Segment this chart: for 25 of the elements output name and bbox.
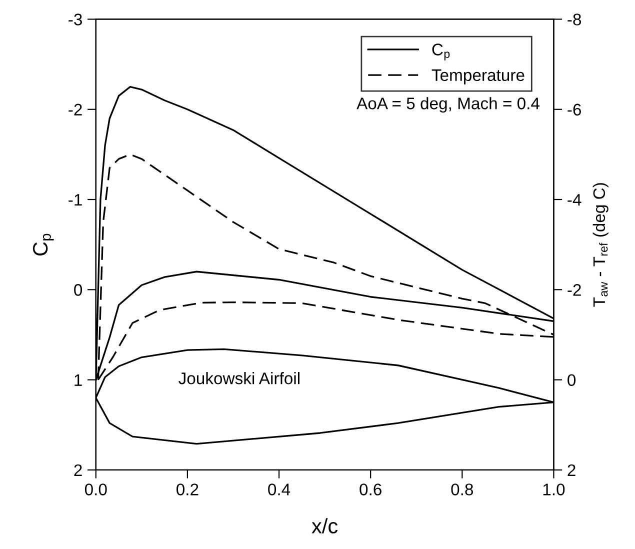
x-tick-label: 0.4 (268, 484, 290, 496)
y2-tick-label: 0 (568, 374, 576, 386)
x-tick-label: 1.0 (543, 484, 565, 496)
annotation: AoA = 5 deg, Mach = 0.4 (356, 97, 540, 113)
y-tick-label: -2 (68, 104, 82, 116)
y2-tick-label: -4 (568, 194, 582, 206)
y-tick-label: -3 (68, 14, 82, 26)
x-tick-label: 0.2 (176, 484, 198, 496)
y-tick-label: -1 (68, 194, 82, 206)
x-tick-label: 0.6 (360, 484, 382, 496)
annotation: Joukowski Airfoil (178, 372, 300, 384)
y-axis-title: C$_{p}$ (32, 234, 54, 256)
y2-axis-title: T$_{aw}$ - T$_{ref}$ (deg C) (592, 183, 608, 307)
y2-tick-label: -6 (568, 104, 581, 116)
legend-label: Temperature (432, 69, 524, 84)
y2-tick-label: 2 (568, 464, 576, 476)
y2-tick-label: -8 (568, 14, 582, 26)
y-tick-label: 0 (74, 284, 82, 296)
y-tick-label: 1 (74, 374, 82, 386)
x-axis-title: x/c (312, 518, 338, 534)
x-tick-label: 0.0 (84, 484, 107, 496)
x-tick-label: 0.8 (451, 484, 474, 496)
legend-label: C$_{p}$ (432, 44, 450, 60)
y2-tick-label: -2 (568, 284, 581, 296)
y-tick-label: 2 (74, 464, 82, 476)
